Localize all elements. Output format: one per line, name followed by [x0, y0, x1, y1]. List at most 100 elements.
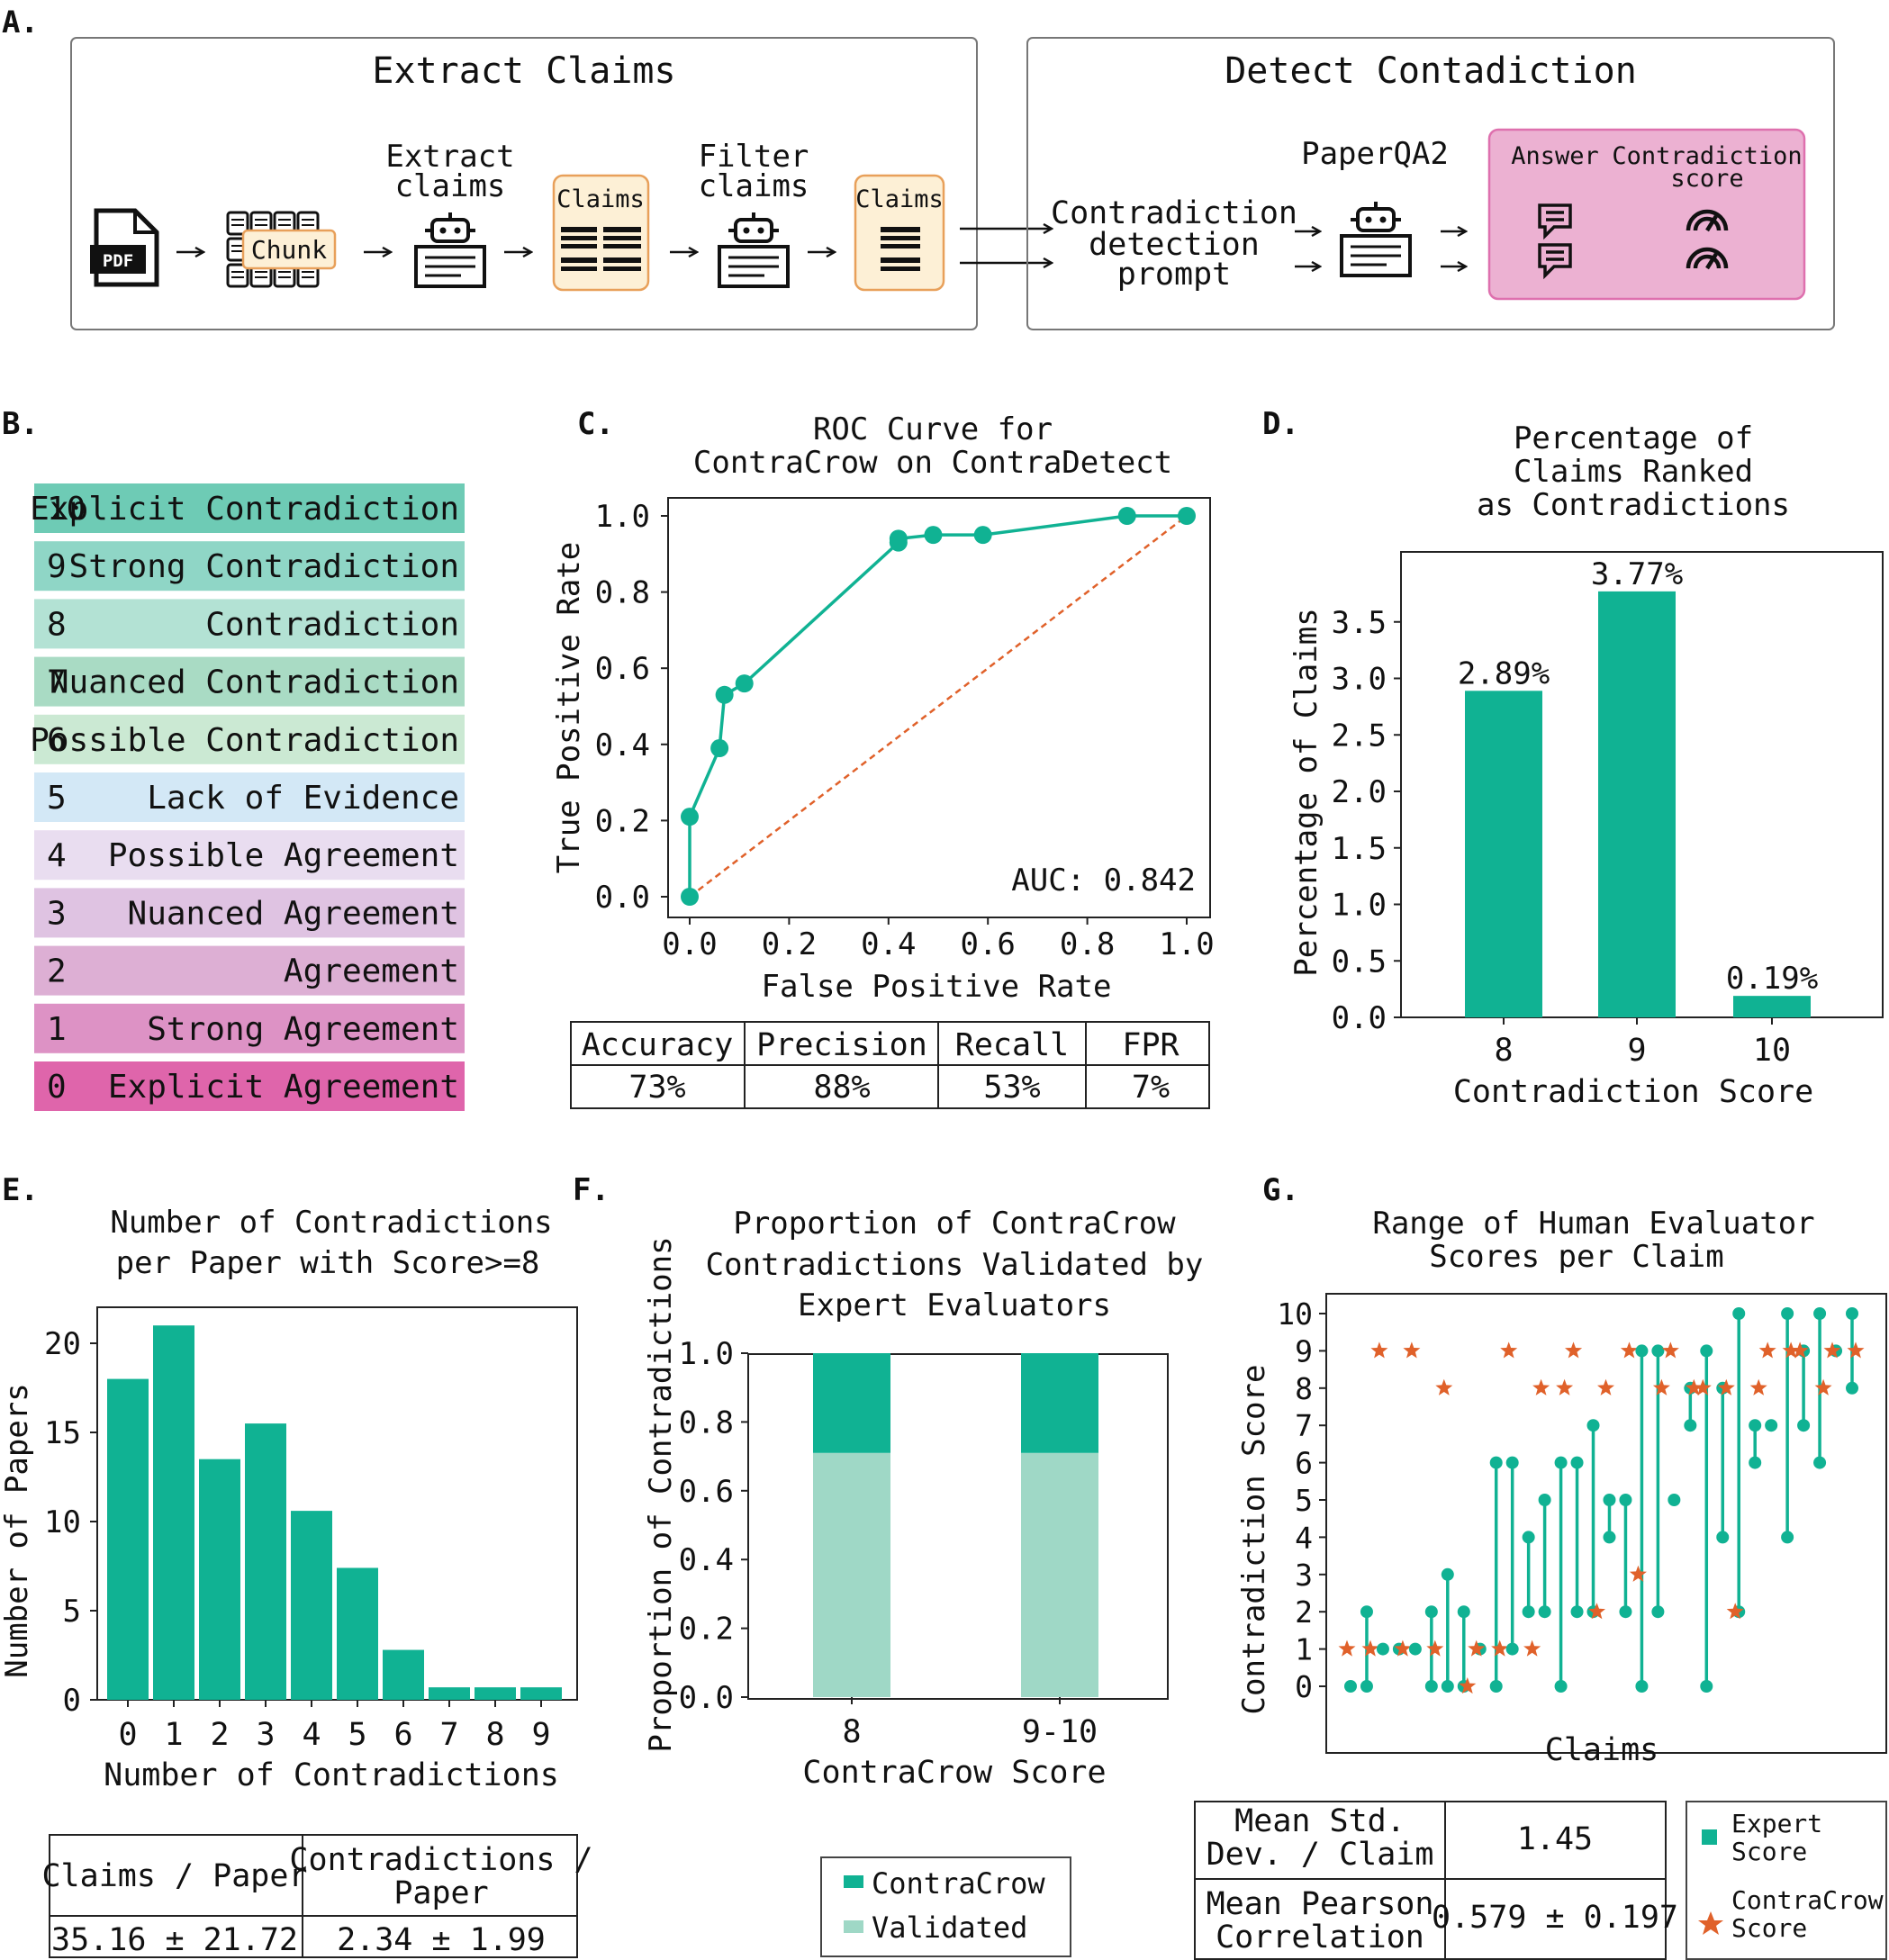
contracrow-score-star	[1652, 1378, 1670, 1395]
expert-score-point	[1700, 1680, 1713, 1693]
expert-score-point	[1344, 1680, 1357, 1693]
scale-row-label: Strong Contradiction	[69, 548, 459, 585]
bar-contradictions-2	[199, 1459, 240, 1700]
bar-contradictions-4	[291, 1511, 332, 1700]
y-tick-label: 15	[44, 1415, 81, 1451]
chart-g-ylabel: Contradiction Score	[1236, 1365, 1272, 1715]
document-tile	[226, 211, 249, 236]
contracrow-score-star	[1597, 1378, 1614, 1395]
evaluator-stats-table: Mean Std. Dev. / Claim 1.45 Mean Pearson…	[1194, 1801, 1678, 1960]
chart-c-title-line2: ContraCrow on ContraDetect	[693, 445, 1172, 481]
x-tick-label: 1	[164, 1717, 183, 1753]
expert-score-point	[1376, 1642, 1389, 1656]
expert-score-point	[1522, 1605, 1535, 1619]
x-tick-label: 1.0	[1159, 926, 1214, 962]
expert-score-point	[1732, 1307, 1746, 1320]
score-label-line2: score	[1670, 165, 1743, 193]
bar-contradictions-6	[383, 1649, 424, 1700]
panel-d: D. Percentage of Claims Ranked as Contra…	[1262, 406, 1884, 1110]
expert-score-point	[1749, 1419, 1762, 1432]
expert-score-point	[1554, 1456, 1568, 1469]
expert-score-point	[1441, 1567, 1454, 1581]
bar-score-8	[1465, 691, 1542, 1017]
panel-d-label: D.	[1262, 406, 1299, 442]
contracrow-score-star	[1685, 1378, 1703, 1395]
legend-label: Validated	[872, 1910, 1027, 1945]
contracrow-score-star	[1361, 1639, 1379, 1657]
bar-data-label: 0.19%	[1726, 961, 1818, 997]
robot-icon	[718, 212, 790, 288]
chart-f-title-line1: Proportion of ContraCrow	[733, 1206, 1176, 1242]
expert-score-point	[1424, 1680, 1438, 1693]
chat-bubble-icon	[1538, 203, 1572, 240]
quote-text-icon	[561, 227, 641, 271]
metric-value: 88%	[813, 1070, 870, 1106]
bar-score-9	[1598, 591, 1676, 1017]
eval-stat-label: Mean Pearson	[1207, 1886, 1434, 1922]
chart-d-marks: 0.0 0.5 1.0 1.5 2.0 2.5 3.0 3.5 2.89% 8 3.77% 9 0.19…	[1332, 556, 1819, 1069]
scale-row-5	[34, 772, 465, 822]
expert-score-point	[1505, 1456, 1519, 1469]
expert-score-point	[1813, 1456, 1827, 1469]
chart-f-title-line3: Expert Evaluators	[798, 1287, 1111, 1323]
x-tick-label: 7	[439, 1717, 458, 1753]
chart-c-plot-area	[667, 497, 1211, 918]
chart-f-title-line2: Contradictions Validated by	[706, 1247, 1204, 1283]
y-tick-label: 0.4	[679, 1542, 734, 1578]
y-tick-label: 0.6	[679, 1474, 734, 1510]
y-tick-label: 0.6	[595, 651, 650, 687]
output-card: Answer Contradiction score	[1487, 128, 1806, 301]
y-tick-label: 0.2	[595, 803, 650, 839]
expert-score-point	[1489, 1456, 1503, 1469]
y-tick-label: 0.8	[595, 575, 650, 611]
extract-claims-line2: claims	[395, 168, 506, 204]
expert-score-point	[1781, 1531, 1794, 1544]
eval-stat-label: Dev. / Claim	[1207, 1837, 1434, 1873]
chart-e-xlabel: Number of Contradictions	[104, 1757, 559, 1793]
chart-f-ylabel: Proportion of Contradictions	[643, 1236, 679, 1752]
scale-row-label: Strong Agreement	[147, 1011, 459, 1048]
scale-row-label: Nuanced Contradiction	[50, 664, 459, 701]
scale-row-9	[34, 541, 465, 592]
scale-row-label: Lack of Evidence	[147, 780, 459, 817]
bar-contradictions-3	[245, 1423, 286, 1700]
scale-row-7	[34, 656, 465, 707]
contracrow-score-star	[1791, 1341, 1809, 1359]
y-tick-label: 0.0	[679, 1680, 734, 1716]
chart-c-xlabel: False Positive Rate	[762, 969, 1112, 1005]
contracrow-score-star	[1491, 1639, 1509, 1657]
x-tick-label: 0.6	[960, 926, 1015, 962]
y-tick-label: 10	[1277, 1296, 1313, 1332]
y-tick-label: 4	[1295, 1520, 1313, 1555]
chart-g-title-line1: Range of Human Evaluator	[1372, 1206, 1814, 1242]
expert-score-point	[1554, 1680, 1568, 1693]
gauge-icon	[1686, 247, 1729, 270]
y-tick-label: 1.5	[1332, 831, 1387, 867]
robot-icon	[1340, 202, 1412, 277]
expert-score-point	[1408, 1642, 1422, 1656]
eval-stat-label: Mean Std.	[1234, 1803, 1405, 1839]
x-tick-label: 8	[842, 1714, 861, 1750]
contracrow-score-star	[1823, 1341, 1841, 1359]
chart-f-marks: 0.0 0.2 0.4 0.6 0.8 1.0 8 9-10	[679, 1336, 1098, 1750]
pdf-label: PDF	[103, 251, 133, 271]
contracrow-score-star	[1370, 1341, 1388, 1359]
chunk-icon: Chunk	[226, 211, 337, 288]
gauge-icon	[1686, 209, 1729, 232]
bar-segment-validated	[1021, 1452, 1098, 1697]
y-tick-label: 0.4	[595, 727, 650, 763]
scale-row-score: 6	[47, 722, 67, 759]
panel-e: E. Number of Contradictions per Paper wi…	[0, 1172, 593, 1958]
y-tick-label: 3.0	[1332, 662, 1387, 698]
x-tick-label: 8	[1494, 1033, 1513, 1069]
chart-g-xlabel: Claims	[1545, 1732, 1659, 1768]
stats-header: Contradictions /	[289, 1842, 592, 1878]
expert-score-point	[1635, 1344, 1649, 1358]
scale-row-score: 7	[47, 664, 67, 701]
contracrow-score-star	[1468, 1639, 1486, 1657]
y-tick-label: 3.5	[1332, 605, 1387, 641]
expert-score-point	[1651, 1605, 1665, 1619]
